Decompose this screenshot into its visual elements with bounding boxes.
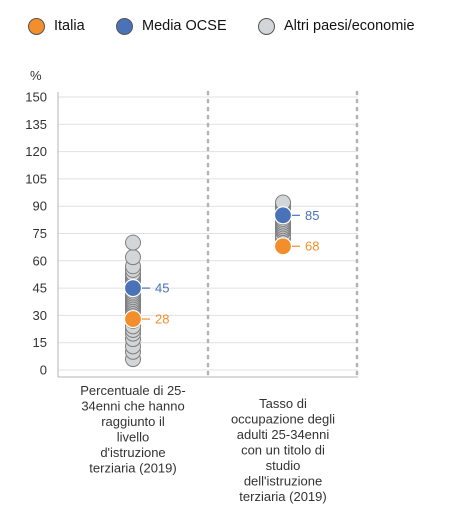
data-point-other-country	[125, 234, 141, 251]
y-axis-unit-label: %	[30, 68, 42, 83]
y-tick-label: 135	[25, 117, 47, 132]
y-tick-label: 150	[25, 90, 47, 105]
y-tick-label: 45	[33, 281, 47, 296]
x-category-label-line: adulti 25-34enni	[237, 427, 330, 442]
data-label-oecd: 85	[305, 208, 319, 223]
legend-swatch	[258, 17, 275, 35]
x-category-label-line: terziaria (2019)	[89, 461, 176, 476]
y-tick-label: 105	[25, 171, 47, 186]
x-category-label-line: occupazione degli	[231, 412, 335, 427]
data-point-oecd	[273, 206, 293, 225]
y-tick-label: 75	[33, 226, 47, 241]
x-category-label-line: 34enni che hanno	[81, 399, 184, 414]
x-category-label-line: dell'istruzione	[244, 474, 322, 489]
x-category-label-line: raggiunto il	[101, 414, 165, 429]
x-category-label-line: Tasso di	[259, 396, 307, 411]
x-category-label-line: con un titolo di	[241, 443, 325, 458]
y-tick-label: 120	[25, 144, 47, 159]
y-tick-label: 15	[33, 335, 47, 350]
x-category-label-line: d'istruzione	[100, 445, 165, 460]
legend-item: Media OCSE	[116, 14, 227, 38]
legend-swatch	[28, 17, 45, 35]
y-tick-label: 0	[40, 363, 47, 378]
y-tick-label: 30	[33, 308, 47, 323]
y-tick-label: 90	[33, 199, 47, 214]
x-category-label: Tasso di occupazione degli adulti 25-34enn…	[231, 396, 335, 504]
data-label-italy: 28	[155, 312, 169, 327]
x-category-label-line: terziaria (2019)	[239, 489, 326, 504]
legend-label: Italia	[54, 18, 85, 34]
data-point-italy	[123, 309, 143, 329]
data-point-oecd	[123, 279, 143, 298]
legend-item: Altri paesi/economie	[258, 14, 415, 38]
legend-item: Italia	[28, 14, 85, 38]
legend-label: Media OCSE	[142, 18, 227, 34]
x-category-label-line: Percentuale di 25-	[80, 383, 186, 398]
data-label-oecd: 45	[155, 281, 169, 296]
y-tick-label: 60	[33, 253, 47, 268]
legend-label: Altri paesi/economie	[284, 18, 415, 34]
x-category-label: Percentuale di 25-34enni che hanno raggiu…	[80, 383, 186, 476]
x-category-label-line: livello	[117, 430, 150, 445]
legend-swatch	[116, 17, 133, 35]
legend: Italia Media OCSE Altri paesi/economie	[28, 14, 468, 38]
data-label-italy: 68	[305, 239, 319, 254]
x-category-label-line: studio	[266, 458, 301, 473]
data-point-italy	[273, 237, 293, 256]
data-point-other-country	[125, 249, 141, 266]
